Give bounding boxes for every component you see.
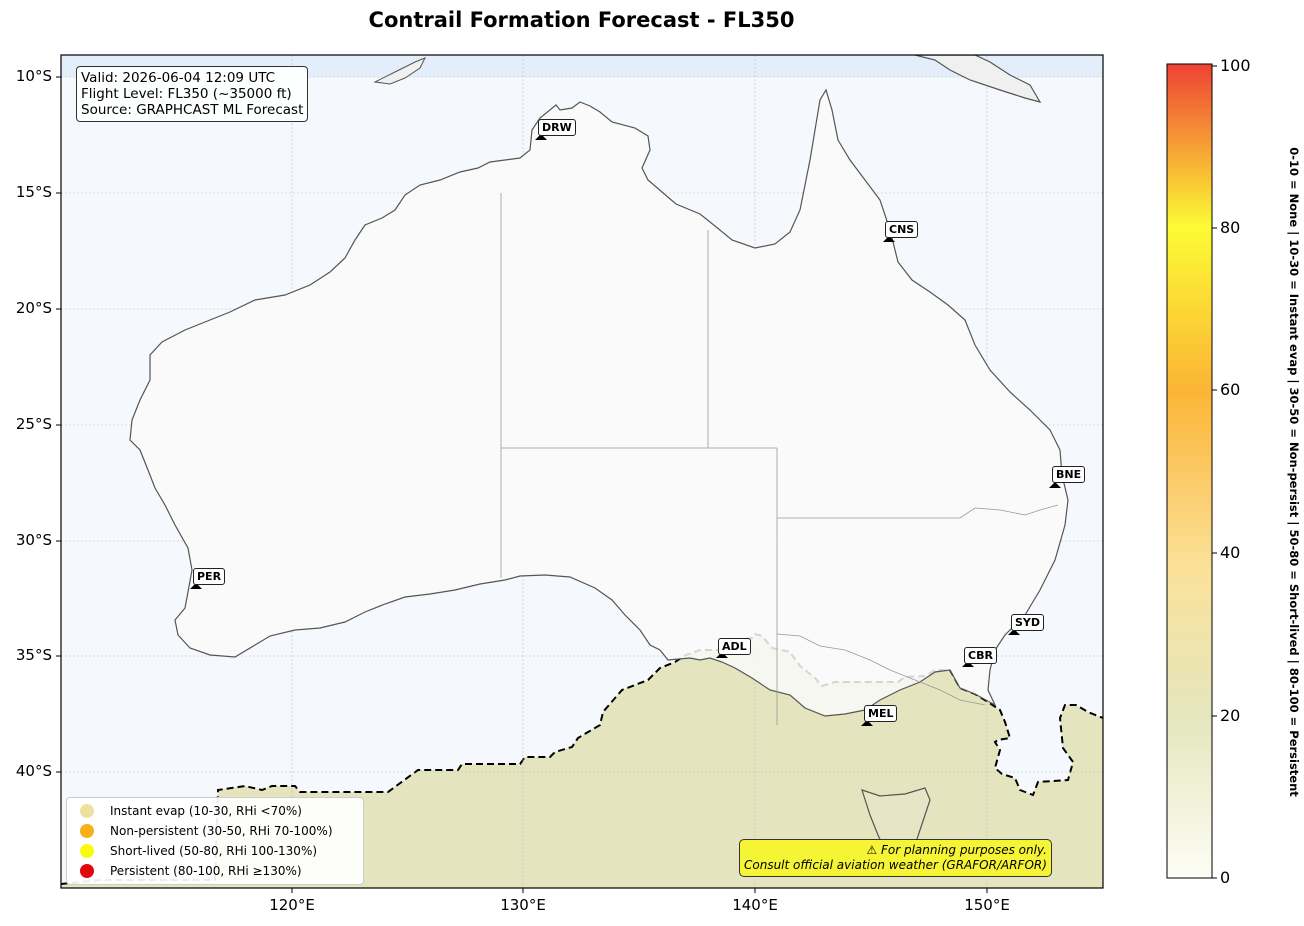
chart-title: Contrail Formation Forecast - FL350 [368,8,795,32]
city-label-syd: SYD [1011,614,1045,631]
legend-label: Non-persistent (30-50, RHi 70-100%) [110,824,333,838]
airport-marker-icon [716,652,728,658]
city-label-adl: ADL [718,638,751,655]
lon-tick-label: 140°E [732,896,778,914]
lat-tick-label: 10°S [15,67,52,85]
colorbar [1166,63,1213,879]
colorbar-label-text: 0-10 = None | 10-30 = Instant evap | 30-… [1287,147,1301,797]
legend-dot-icon [80,824,94,838]
colorbar-tick-label: 80 [1220,218,1241,237]
info-box: Valid: 2026-06-04 12:09 UTC Flight Level… [76,66,309,122]
state-borders [500,193,1059,725]
airport-marker-icon [190,583,202,589]
disclaimer-line-2: Consult official aviation weather (GRAFO… [744,858,1047,872]
legend-label: Persistent (80-100, RHi ≥130%) [110,864,302,878]
lat-tick-label: 25°S [15,415,52,433]
colorbar-label: 0-10 = None | 10-30 = Instant evap | 30-… [1279,72,1304,872]
lat-tick-label: 35°S [15,646,52,664]
lon-tick-label: 150°E [964,896,1010,914]
valid-time: Valid: 2026-06-04 12:09 UTC [81,70,276,86]
city-label-cns: CNS [885,221,919,238]
lat-tick-label: 20°S [15,299,52,317]
timor-landmass [373,57,427,85]
city-label-per: PER [193,568,226,585]
data-source: Source: GRAPHCAST ML Forecast [81,102,304,118]
city-label-bne: BNE [1052,466,1086,483]
legend: Instant evap (10-30, RHi <70%) Non-persi… [66,797,364,885]
colorbar-tick-label: 20 [1220,706,1241,725]
airport-marker-icon [883,236,895,242]
lat-tick-label: 30°S [15,531,52,549]
airport-marker-icon [1049,482,1061,488]
city-label-cbr: CBR [964,647,997,664]
lat-tick-label: 15°S [15,183,52,201]
city-label-drw: DRW [538,119,576,136]
city-label-mel: MEL [864,705,898,722]
airport-marker-icon [861,720,873,726]
airport-marker-icon [535,134,547,140]
legend-item: Persistent (80-100, RHi ≥130%) [67,861,363,881]
lon-tick-label: 130°E [500,896,546,914]
australia-landmass [129,88,1069,717]
airport-marker-icon [962,661,974,667]
colorbar-tick-label: 100 [1220,56,1251,75]
legend-label: Short-lived (50-80, RHi 100-130%) [110,844,318,858]
airport-marker-icon [1008,629,1020,635]
flight-level: Flight Level: FL350 (~35000 ft) [81,86,292,102]
legend-item: Short-lived (50-80, RHi 100-130%) [67,841,363,861]
disclaimer-box: ⚠ For planning purposes only. Consult of… [739,839,1052,877]
axis-ticks [56,76,988,893]
new-guinea-landmass [914,55,1042,103]
disclaimer-line-1: ⚠ For planning purposes only. [866,843,1047,857]
colorbar-tick-label: 60 [1220,380,1241,399]
legend-dot-icon [80,844,94,858]
northern-band [61,55,1103,77]
legend-label: Instant evap (10-30, RHi <70%) [110,804,302,818]
lat-tick-label: 40°S [15,762,52,780]
legend-item: Instant evap (10-30, RHi <70%) [67,801,363,821]
legend-dot-icon [80,804,94,818]
colorbar-ticks [1212,65,1217,879]
legend-dot-icon [80,864,94,878]
lon-tick-label: 120°E [269,896,315,914]
legend-item: Non-persistent (30-50, RHi 70-100%) [67,821,363,841]
colorbar-tick-label: 40 [1220,543,1241,562]
colorbar-tick-label: 0 [1220,868,1231,887]
map-frame [60,54,1104,889]
